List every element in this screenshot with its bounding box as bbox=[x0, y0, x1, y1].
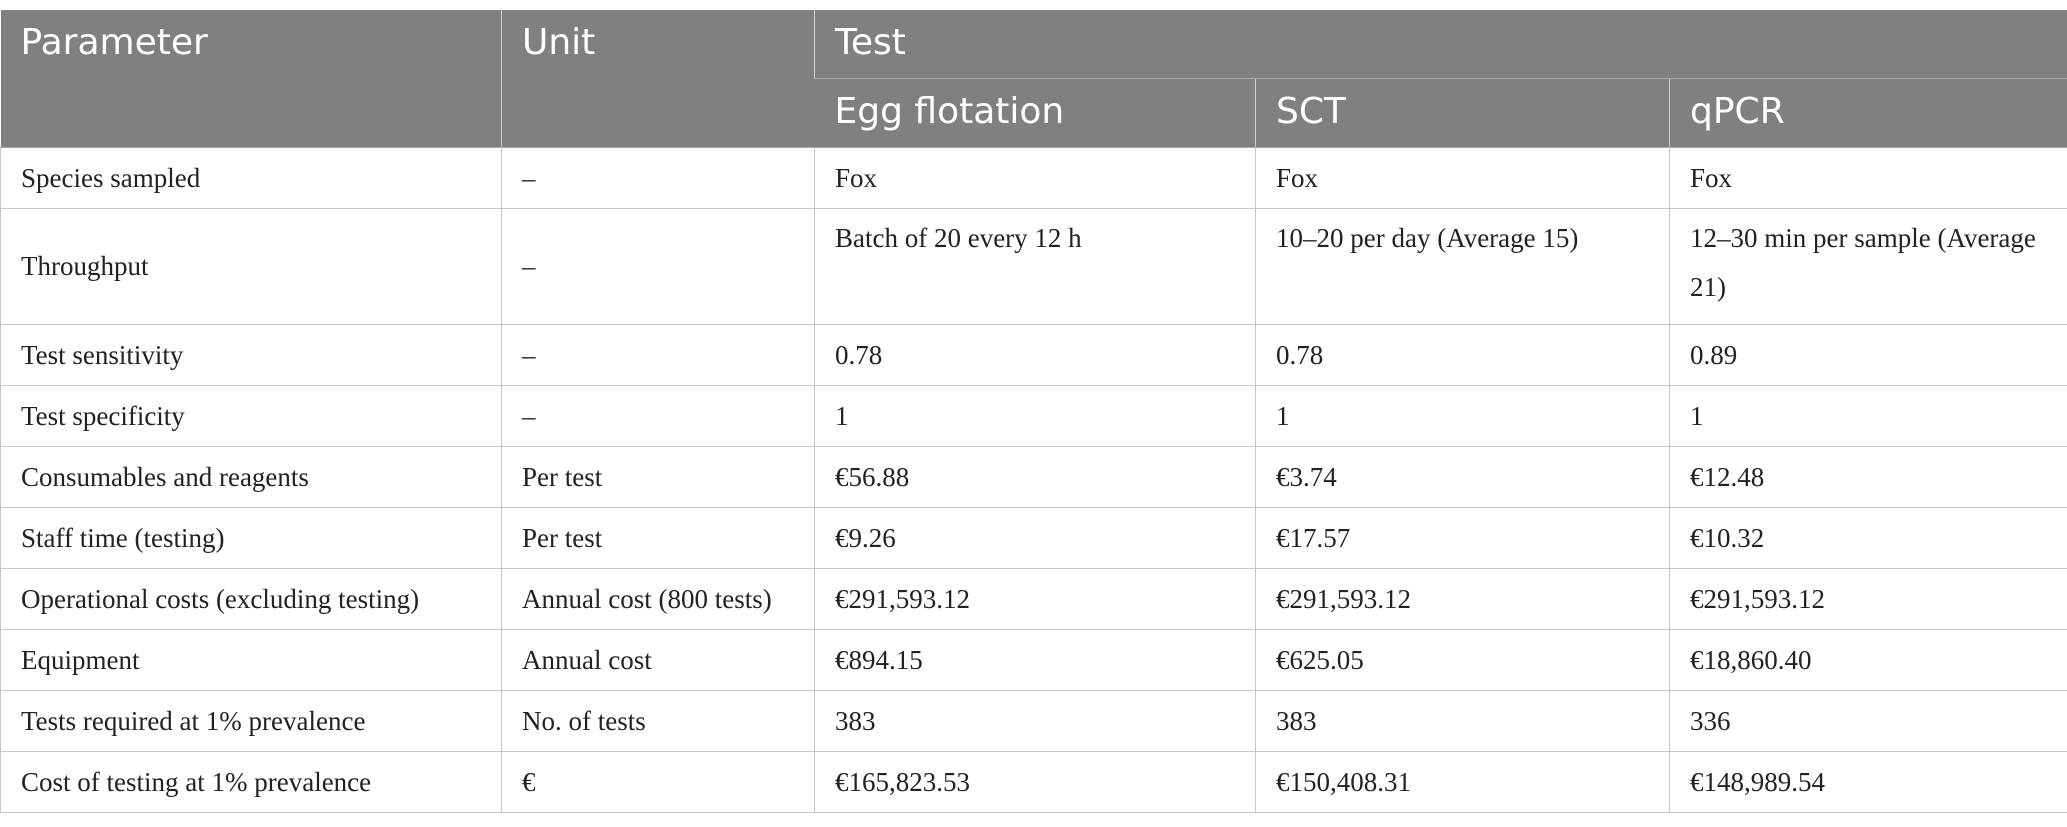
cell-parameter: Operational costs (excluding testing) bbox=[0, 568, 502, 630]
cell-egg-flotation: 0.78 bbox=[814, 324, 1256, 386]
cell-egg-flotation: €894.15 bbox=[814, 629, 1256, 691]
table-row: Test sensitivity – 0.78 0.78 0.89 bbox=[0, 324, 2067, 386]
cell-qpcr: €10.32 bbox=[1668, 507, 2067, 569]
cell-parameter: Test sensitivity bbox=[0, 324, 502, 386]
cell-parameter: Staff time (testing) bbox=[0, 507, 502, 569]
cell-unit: Annual cost (800 tests) bbox=[501, 568, 815, 630]
cell-unit: Per test bbox=[501, 446, 815, 508]
header-row: Parameter Unit Test bbox=[0, 10, 2067, 148]
cell-parameter: Throughput bbox=[0, 208, 502, 325]
cell-parameter: Tests required at 1% prevalence bbox=[0, 690, 502, 752]
cell-sct: €291,593.12 bbox=[1255, 568, 1670, 630]
cell-egg-flotation: 383 bbox=[814, 690, 1256, 752]
cell-egg-flotation: Batch of 20 every 12 h bbox=[814, 208, 1256, 325]
cell-unit: – bbox=[501, 385, 815, 447]
cell-egg-flotation: Fox bbox=[814, 147, 1256, 209]
table-row: Species sampled – Fox Fox Fox bbox=[0, 147, 2067, 209]
cell-parameter: Consumables and reagents bbox=[0, 446, 502, 508]
cell-sct: €625.05 bbox=[1255, 629, 1670, 691]
cell-sct: 10–20 per day (Average 15) bbox=[1255, 208, 1670, 325]
cell-qpcr: €12.48 bbox=[1668, 446, 2067, 508]
cell-unit: € bbox=[501, 751, 815, 813]
cell-sct: €150,408.31 bbox=[1255, 751, 1670, 813]
table-row: Test specificity – 1 1 1 bbox=[0, 385, 2067, 447]
table-row: Staff time (testing) Per test €9.26 €17.… bbox=[0, 507, 2067, 569]
cell-egg-flotation: €56.88 bbox=[814, 446, 1256, 508]
cell-qpcr: €291,593.12 bbox=[1668, 568, 2067, 630]
table-body: Species sampled – Fox Fox Fox Throughput… bbox=[0, 147, 2067, 813]
cell-egg-flotation: €291,593.12 bbox=[814, 568, 1256, 630]
cell-egg-flotation: €165,823.53 bbox=[814, 751, 1256, 813]
cell-sct: 0.78 bbox=[1255, 324, 1670, 386]
table-row: Cost of testing at 1% prevalence € €165,… bbox=[0, 751, 2067, 813]
cell-unit: No. of tests bbox=[501, 690, 815, 752]
cell-unit: – bbox=[501, 208, 815, 325]
cell-unit: Per test bbox=[501, 507, 815, 569]
header-test: Test bbox=[813, 10, 2067, 79]
cell-sct: €17.57 bbox=[1255, 507, 1670, 569]
cell-egg-flotation: 1 bbox=[814, 385, 1256, 447]
cell-qpcr: 336 bbox=[1668, 690, 2067, 752]
cell-parameter: Cost of testing at 1% prevalence bbox=[0, 751, 502, 813]
cell-unit: – bbox=[501, 147, 815, 209]
cell-sct: Fox bbox=[1255, 147, 1670, 209]
cell-egg-flotation: €9.26 bbox=[814, 507, 1256, 569]
cell-qpcr: 12–30 min per sample (Average 21) bbox=[1668, 208, 2067, 325]
cell-parameter: Test specificity bbox=[0, 385, 502, 447]
cell-qpcr: €148,989.54 bbox=[1668, 751, 2067, 813]
cell-parameter: Equipment bbox=[0, 629, 502, 691]
cell-qpcr: €18,860.40 bbox=[1668, 629, 2067, 691]
cell-qpcr: Fox bbox=[1668, 147, 2067, 209]
table-row: Operational costs (excluding testing) An… bbox=[0, 568, 2067, 630]
cell-unit: Annual cost bbox=[501, 629, 815, 691]
cell-sct: 383 bbox=[1255, 690, 1670, 752]
cell-sct: 1 bbox=[1255, 385, 1670, 447]
cell-parameter: Species sampled bbox=[0, 147, 502, 209]
header-egg-flotation: Egg flotation bbox=[814, 78, 1256, 148]
table-row: Equipment Annual cost €894.15 €625.05 €1… bbox=[0, 629, 2067, 691]
header-qpcr: qPCR bbox=[1668, 78, 2067, 148]
table-row: Consumables and reagents Per test €56.88… bbox=[0, 446, 2067, 508]
cell-qpcr: 1 bbox=[1668, 385, 2067, 447]
table-row: Tests required at 1% prevalence No. of t… bbox=[0, 690, 2067, 752]
header-unit: Unit bbox=[501, 10, 815, 148]
table-row: Throughput – Batch of 20 every 12 h 10–2… bbox=[0, 208, 2067, 325]
cell-sct: €3.74 bbox=[1255, 446, 1670, 508]
table-header: Parameter Unit Test Egg flotation SCT qP… bbox=[0, 10, 2067, 148]
cost-comparison-table: Parameter Unit Test Egg flotation SCT qP… bbox=[0, 10, 2067, 813]
cell-qpcr: 0.89 bbox=[1668, 324, 2067, 386]
header-sct: SCT bbox=[1255, 78, 1670, 148]
cell-unit: – bbox=[501, 324, 815, 386]
header-parameter: Parameter bbox=[0, 10, 502, 148]
